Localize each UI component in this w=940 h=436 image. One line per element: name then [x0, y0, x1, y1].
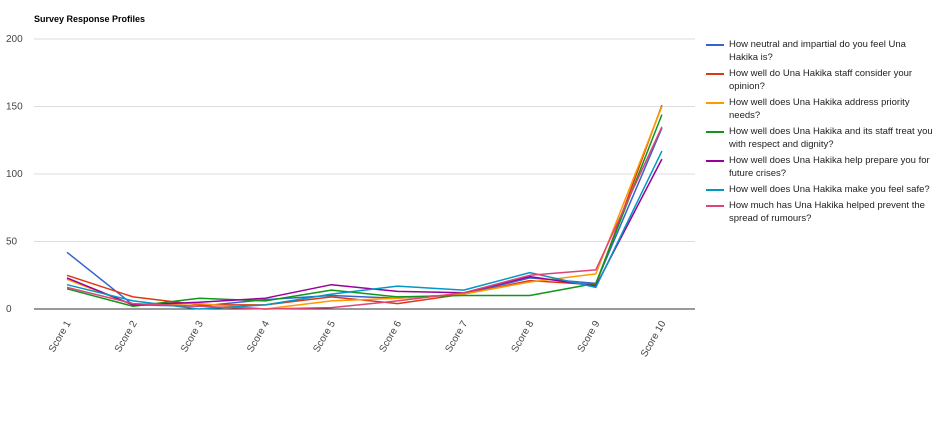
series-lines — [66, 104, 663, 310]
legend-item[interactable]: How neutral and impartial do you feel Un… — [706, 38, 934, 64]
series-line-1[interactable] — [66, 127, 663, 308]
legend-swatch — [706, 73, 724, 75]
x-tick-label: Score 9 — [576, 319, 603, 355]
x-tick-label: Score 2 — [113, 319, 140, 355]
x-tick-label: Score 4 — [245, 319, 272, 355]
series-line-5[interactable] — [66, 158, 663, 306]
y-tick-label: 0 — [6, 304, 12, 315]
legend-item[interactable]: How well does Una Hakika make you feel s… — [706, 183, 934, 196]
y-tick-label: 50 — [6, 237, 18, 248]
x-tick-label: Score 8 — [510, 319, 537, 355]
legend-swatch — [706, 189, 724, 191]
y-axis-ticks: 0 50 100 150 200 — [6, 34, 23, 315]
series-line-6[interactable] — [66, 150, 663, 310]
legend-label: How neutral and impartial do you feel Un… — [729, 39, 906, 63]
x-tick-label: Score 7 — [443, 319, 470, 355]
legend-item[interactable]: How well does Una Hakika address priorit… — [706, 96, 934, 122]
y-tick-label: 150 — [6, 102, 23, 113]
x-tick-label: Score 3 — [179, 319, 206, 355]
legend-swatch — [706, 102, 724, 104]
series-line-2[interactable] — [66, 104, 663, 306]
legend-item[interactable]: How well does Una Hakika and its staff t… — [706, 125, 934, 151]
legend-label: How much has Una Hakika helped prevent t… — [729, 200, 925, 224]
legend-item[interactable]: How well do Una Hakika staff consider yo… — [706, 67, 934, 93]
legend-label: How well does Una Hakika and its staff t… — [729, 126, 933, 150]
y-tick-label: 200 — [6, 34, 23, 45]
legend: How neutral and impartial do you feel Un… — [706, 38, 934, 228]
legend-swatch — [706, 44, 724, 46]
y-tick-label: 100 — [6, 169, 23, 180]
legend-swatch — [706, 205, 724, 207]
series-line-7[interactable] — [66, 126, 663, 310]
legend-item[interactable]: How much has Una Hakika helped prevent t… — [706, 199, 934, 225]
series-line-4[interactable] — [66, 114, 663, 308]
x-tick-label: Score 5 — [311, 319, 338, 355]
legend-swatch — [706, 131, 724, 133]
chart-title: Survey Response Profiles — [34, 14, 146, 24]
gridlines — [34, 38, 695, 310]
x-tick-label: Score 10 — [639, 319, 669, 360]
legend-swatch — [706, 160, 724, 162]
legend-item[interactable]: How well does Una Hakika help prepare yo… — [706, 154, 934, 180]
x-tick-label: Score 1 — [47, 319, 74, 355]
x-tick-label: Score 6 — [377, 319, 404, 355]
legend-label: How well does Una Hakika address priorit… — [729, 97, 910, 121]
legend-label: How well does Una Hakika help prepare yo… — [729, 155, 930, 179]
legend-label: How well does Una Hakika make you feel s… — [729, 184, 930, 195]
legend-label: How well do Una Hakika staff consider yo… — [729, 68, 913, 92]
x-axis-ticks: Score 1 Score 2 Score 3 Score 4 Score 5 Score… — [47, 319, 669, 360]
series-line-3[interactable] — [66, 106, 663, 310]
